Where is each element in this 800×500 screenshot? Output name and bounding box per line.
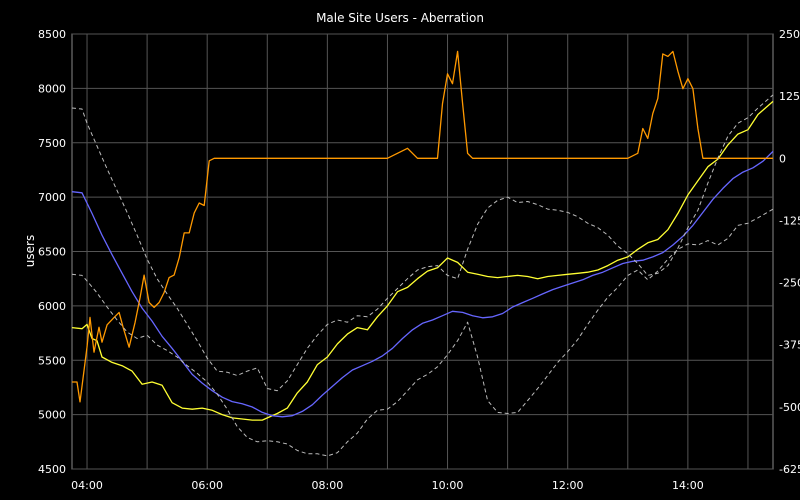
grid xyxy=(71,33,774,470)
y-left-tick-label: 7000 xyxy=(38,191,66,204)
y-left-tick-label: 8500 xyxy=(38,28,66,41)
y-left-tick-label: 5000 xyxy=(38,409,66,422)
y-left-tick-label: 5500 xyxy=(38,354,66,367)
y-right-tick-label: -625 xyxy=(779,463,800,476)
y-right-tick-label: -375 xyxy=(779,339,800,352)
x-tick-label: 14:00 xyxy=(672,479,704,492)
x-tick-label: 10:00 xyxy=(432,479,464,492)
y-right-tick-label: -500 xyxy=(779,401,800,414)
series-line-5 xyxy=(71,208,774,457)
y-left-tick-label: 8000 xyxy=(38,82,66,95)
y-left-tick-label: 6000 xyxy=(38,300,66,313)
y-right-tick-label: 250 xyxy=(779,28,800,41)
series-line-2 xyxy=(71,150,774,418)
x-tick-label: 12:00 xyxy=(552,479,584,492)
y-left-tick-label: 6500 xyxy=(38,246,66,259)
series-line-4 xyxy=(71,94,774,392)
y-right-tick-label: -125 xyxy=(779,214,800,227)
y-left-tick-label: 7500 xyxy=(38,137,66,150)
y-left-tick-label: 4500 xyxy=(38,463,66,476)
chart-title: Male Site Users - Aberration xyxy=(316,11,484,25)
tick-labels: 4500 5000 5500 6000 6500 7000 7500 8000 8500 -625… xyxy=(38,28,800,492)
y-right-tick-label: -250 xyxy=(779,277,800,290)
x-tick-label: 06:00 xyxy=(191,479,223,492)
x-tick-label: 08:00 xyxy=(312,479,344,492)
x-tick-label: 04:00 xyxy=(71,479,103,492)
y-right-tick-label: 125 xyxy=(779,90,800,103)
series-line-1 xyxy=(71,100,774,421)
series-group xyxy=(71,50,774,457)
y-right-tick-label: 0 xyxy=(779,152,786,165)
y-axis-label: users xyxy=(23,235,37,267)
series-line-3 xyxy=(72,50,773,403)
